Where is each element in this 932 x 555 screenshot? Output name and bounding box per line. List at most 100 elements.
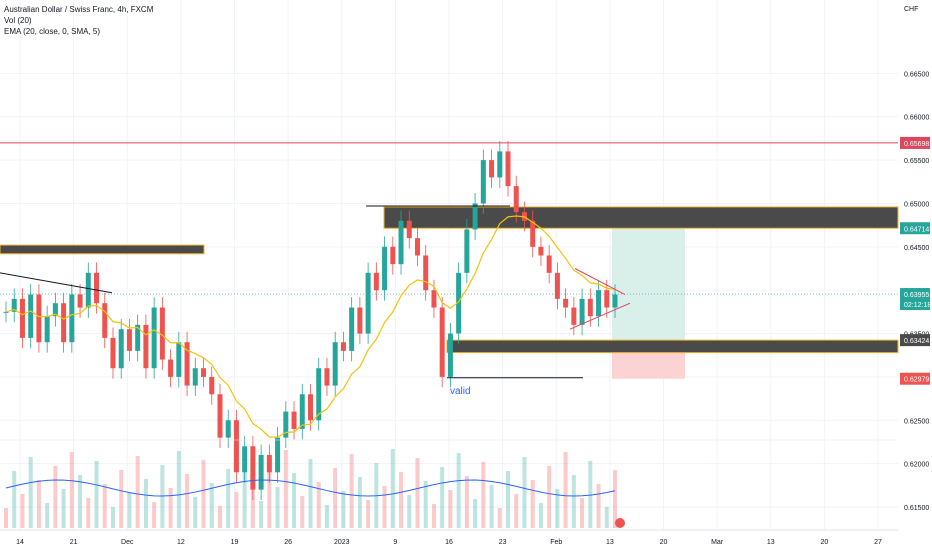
annotation-valid: valid [450,386,471,397]
time-tick-label: 14 [16,539,24,546]
volume-bar [53,466,58,528]
volume-bar [440,467,445,528]
time-tick-label: 26 [284,539,292,546]
volume-bar [431,504,436,528]
candle [579,298,585,325]
volume-bar [349,454,354,528]
candle [61,303,67,343]
volume-bar [275,487,280,528]
current-price-label: 0.63955 [904,292,929,299]
time-tick-label: Feb [550,539,562,546]
candle [135,324,141,351]
current-price-tag [900,288,930,311]
price-tick-label: 0.66500 [904,71,929,78]
candle [596,290,602,317]
volume-bar [555,489,560,528]
volume-bar [514,494,519,528]
volume-bar [61,489,66,528]
volume-bar [324,505,329,528]
volume-bar [168,488,173,528]
volume-bar [143,479,148,528]
candle [513,186,519,213]
time-tick-label: 21 [70,539,78,546]
candle [77,294,83,308]
volume-bar [341,491,346,528]
candle [250,446,256,490]
candle [431,290,437,308]
volume-bar [292,473,297,528]
candle [464,229,470,273]
volume-indicator-label[interactable]: Vol (20) [4,16,32,25]
volume-bar [448,490,453,528]
volume-bar [538,503,543,528]
volume-bar [110,507,115,528]
price-tick-label: 0.65500 [904,158,929,165]
volume-bar [283,450,288,528]
time-tick-label: 13 [767,539,775,546]
candle [11,298,17,312]
time-tick-label: 20 [820,539,828,546]
symbol-title[interactable]: Australian Dollar / Swiss Franc, 4h, FXC… [4,5,154,14]
time-tick-label: Mar [711,539,724,546]
volume-bar [530,480,535,528]
triangle-lower [569,302,631,330]
ema-indicator-label[interactable]: EMA (20, close, 0, SMA, 5) [4,27,101,36]
volume-ma-line [5,479,616,497]
candle [497,151,503,178]
candle [291,411,297,429]
candle [209,376,215,395]
volume-bar [308,459,313,528]
volume-bar [160,465,165,528]
candle [242,446,248,473]
triangle-upper [574,268,626,295]
volume-bar [357,477,362,528]
price-tick-label: 0.65000 [904,201,929,208]
volume-bar [366,500,371,528]
target-zone [612,228,685,341]
candle [143,324,149,369]
candle [258,454,264,490]
candle [530,220,536,247]
volume-bar [571,475,576,528]
candle [192,368,198,386]
volume-bar [333,468,338,528]
upper-zone [383,206,899,229]
candle [69,294,75,343]
volume-bar [28,457,33,528]
time-tick-label: 2023 [334,539,350,546]
trendline [0,272,113,294]
time-tick-label: 12 [177,539,185,546]
volume-bar [94,461,99,528]
time-tick-label: 9 [393,539,397,546]
price-tick-label: 0.62000 [904,462,929,469]
left-zone [0,244,205,255]
candle [201,368,207,377]
candle [85,272,91,308]
candle [447,333,453,377]
volume-bar [604,507,609,528]
volume-bar [4,508,8,528]
currency-label: CHF [904,6,918,13]
candle [233,420,239,473]
resistance-price-tag [900,136,930,149]
candle [382,246,388,291]
volume-bar [399,472,404,528]
volume-bar [86,498,91,528]
chart-legend: Australian Dollar / Swiss Franc, 4h, FXC… [4,4,153,37]
candle [365,272,371,334]
time-tick-label: 23 [499,539,507,546]
volume-bar [390,449,395,528]
candle [406,220,412,239]
volume-bar [522,457,527,528]
price-tick-label: 0.64500 [904,245,929,252]
volume-bar [102,484,107,528]
candle [36,294,42,343]
candle [554,272,560,299]
candle [102,303,108,338]
volume-bar [36,480,41,528]
candle [176,342,182,377]
candle [94,272,100,304]
price-tick-label: 0.66000 [904,115,929,122]
